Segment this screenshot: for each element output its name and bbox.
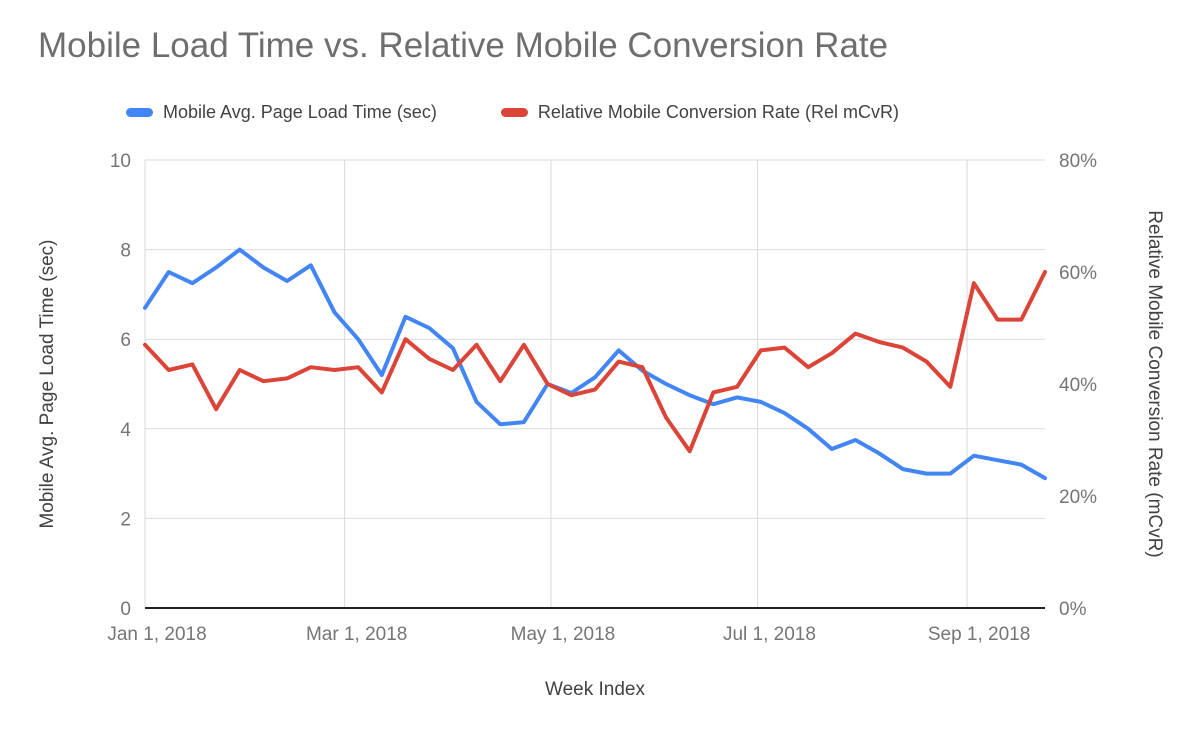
x-tick-label: Mar 1, 2018 bbox=[306, 624, 407, 645]
x-tick-label: May 1, 2018 bbox=[511, 624, 616, 645]
y-right-tick-label: 20% bbox=[1059, 487, 1097, 508]
legend-swatch-blue-icon bbox=[126, 108, 153, 117]
x-tick-label: Sep 1, 2018 bbox=[928, 624, 1030, 645]
y-left-tick-label: 8 bbox=[120, 241, 131, 262]
y-left-tick-label: 10 bbox=[110, 151, 131, 172]
y-left-tick-label: 2 bbox=[120, 509, 131, 530]
y-right-tick-label: 40% bbox=[1059, 375, 1097, 396]
x-tick-label: Jan 1, 2018 bbox=[107, 624, 206, 645]
series-line-conversion-rate bbox=[143, 270, 1047, 454]
y-right-tick-label: 80% bbox=[1059, 151, 1097, 172]
legend-item-load-time: Mobile Avg. Page Load Time (sec) bbox=[126, 102, 437, 123]
x-axis-title: Week Index bbox=[545, 679, 645, 700]
legend-label-load-time: Mobile Avg. Page Load Time (sec) bbox=[163, 102, 437, 122]
legend-swatch-red-icon bbox=[500, 108, 528, 117]
y-right-tick-label: 60% bbox=[1059, 263, 1097, 284]
y-left-tick-label: 4 bbox=[120, 420, 131, 441]
y-left-tick-label: 6 bbox=[120, 330, 131, 351]
x-tick-label: Jul 1, 2018 bbox=[723, 624, 816, 645]
y-left-tick-label: 0 bbox=[120, 599, 131, 620]
legend-label-conversion-rate: Relative Mobile Conversion Rate (Rel mCv… bbox=[537, 102, 899, 122]
chart-legend: Mobile Avg. Page Load Time (sec) Relativ… bbox=[126, 102, 899, 123]
series-line-load-time bbox=[143, 247, 1047, 481]
y-right-tick-label: 0% bbox=[1059, 599, 1087, 620]
chart-title: Mobile Load Time vs. Relative Mobile Con… bbox=[38, 26, 889, 65]
legend-item-conversion-rate: Relative Mobile Conversion Rate (Rel mCv… bbox=[500, 102, 899, 123]
